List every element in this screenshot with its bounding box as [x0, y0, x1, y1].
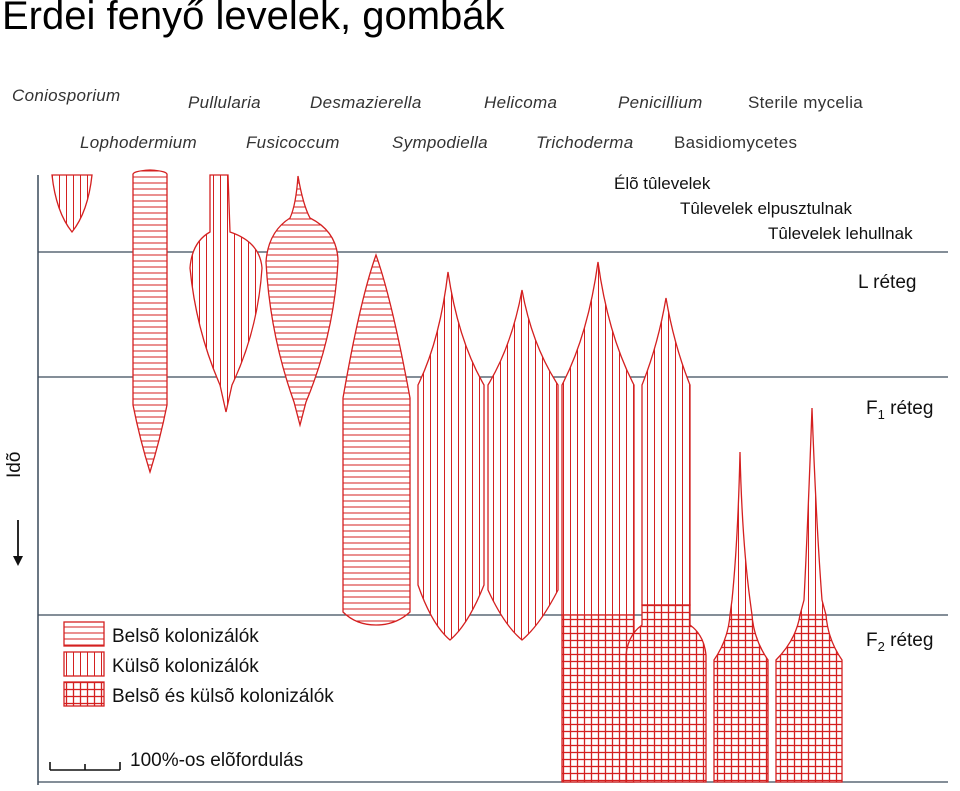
genus-label-helicoma: Helicoma: [484, 93, 558, 112]
kite-coniosporium: [51, 174, 93, 234]
stage-label-live-needles: Élõ tûlevelek: [614, 174, 711, 193]
kite-lophodermium: [132, 169, 168, 475]
kite-penicillium-base: [625, 604, 707, 783]
stage-label-needles-fall: Tûlevelek lehullnak: [768, 224, 913, 243]
legend-swatch-inner: [63, 621, 105, 647]
page-title: Erdei fenyő levelek, gombák: [2, 0, 505, 38]
kite-sterile-mycelia-base: [775, 614, 843, 783]
kite-sympodiella: [417, 271, 485, 641]
layer-label-l: L réteg: [858, 272, 917, 293]
layer-label-f2: F2 réteg: [866, 630, 934, 654]
genus-label-sympodiella: Sympodiella: [392, 133, 488, 152]
genus-label-basidiomycetes: Basidiomycetes: [674, 133, 798, 152]
genus-label-fusicoccum: Fusicoccum: [246, 133, 340, 152]
genus-label-lophodermium: Lophodermium: [80, 133, 197, 152]
time-arrow-head: [13, 556, 23, 566]
kite-sterile-mycelia: [799, 407, 827, 616]
kite-basidiomycetes-base: [713, 614, 769, 783]
genus-label-desmazierella: Desmazierella: [310, 93, 422, 112]
genus-label-penicillium: Penicillium: [618, 93, 703, 112]
genus-label-sterile-mycelia: Sterile mycelia: [748, 93, 864, 112]
legend-label-inner: Belsõ kolonizálók: [112, 626, 259, 647]
genus-label-trichoderma: Trichoderma: [536, 133, 634, 152]
kite-helicoma: [487, 289, 559, 641]
stage-label-needles-die: Tûlevelek elpusztulnak: [680, 199, 852, 218]
legend-label-both: Belsõ és külsõ kolonizálók: [112, 686, 334, 707]
legend-label-outer: Külsõ kolonizálók: [112, 656, 259, 677]
genus-label-pullularia: Pullularia: [188, 93, 261, 112]
kite-pullularia: [189, 174, 263, 413]
genus-label-coniosporium: Coniosporium: [12, 86, 121, 105]
legend-swatch-outer: [63, 651, 105, 677]
kite-trichoderma: [561, 261, 635, 616]
legend-swatch-both: [63, 681, 105, 707]
kite-fusicoccum: [265, 175, 339, 428]
layer-label-f1: F1 réteg: [866, 398, 934, 422]
kite-basidiomycetes: [729, 451, 753, 616]
scale-label: 100%-os elõfordulás: [130, 750, 304, 771]
kite-trichoderma-base: [561, 614, 635, 783]
kite-desmazierella: [342, 253, 411, 626]
kite-penicillium: [641, 297, 691, 606]
scale-bar: [49, 762, 121, 771]
